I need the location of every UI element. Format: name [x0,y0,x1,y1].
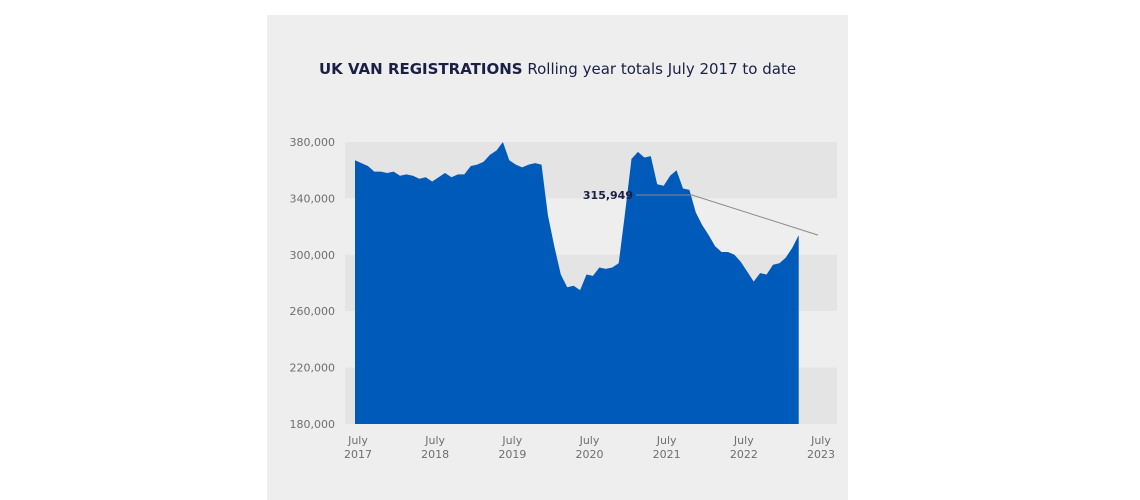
area-series [355,142,799,424]
x-tick-label: July 2023 [807,434,835,461]
chart-title: UK VAN REGISTRATIONS Rolling year totals… [267,60,848,78]
x-tick-label: July 2017 [344,434,372,461]
area-layer [355,142,799,424]
y-tick-label: 220,000 [290,362,336,375]
y-axis-ticks: 380,000 340,000 300,000 260,000 220,000 180,0… [290,136,336,431]
y-tick-label: 380,000 [290,136,336,149]
x-tick-label: July 2019 [498,434,526,461]
annotation-leader-line [636,194,819,236]
annotation-label: 315,949 [583,189,633,202]
y-tick-label: 180,000 [290,418,336,431]
chart-title-main: UK VAN REGISTRATIONS [318,60,523,78]
x-tick-label: July 2022 [730,434,758,461]
y-tick-label: 260,000 [290,305,336,318]
x-tick-label: July 2020 [576,434,604,461]
x-tick-label: July 2021 [653,434,681,461]
chart-subtitle: Rolling year totals July 2017 to date [527,60,797,78]
x-axis-ticks: July 2017 July 2018 July 2019 July 2020 July 2021… [344,434,835,461]
y-tick-label: 340,000 [290,192,336,205]
x-tick-label: July 2018 [421,434,449,461]
y-tick-label: 300,000 [290,249,336,262]
annotation-layer: 315,949 [583,189,819,236]
